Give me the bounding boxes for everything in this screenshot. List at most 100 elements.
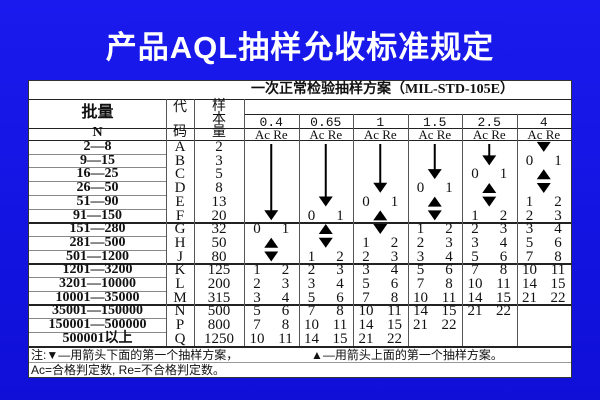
up-arrow-icon <box>427 196 442 207</box>
code-letter: K <box>174 262 186 279</box>
ac-value: 7 <box>525 248 534 265</box>
code-header: 码 <box>173 125 187 140</box>
ac-value: 10 <box>304 317 319 334</box>
note-down-arrow: 注:▼—用箭头下面的第一个抽样方案， <box>31 347 239 362</box>
re-value: 8 <box>499 262 508 279</box>
ac-value: 5 <box>525 234 534 251</box>
re-value: 3 <box>390 248 399 265</box>
down-arrow-icon <box>427 169 442 180</box>
ac-re-header: Ac Re <box>527 127 561 142</box>
re-value: 1 <box>281 221 290 238</box>
ac-value: 3 <box>525 221 534 238</box>
down-arrow-icon <box>536 182 551 193</box>
re-value: 8 <box>281 317 290 334</box>
ac-value: 2 <box>525 207 534 224</box>
lot-size: 151—280 <box>69 221 126 237</box>
column-divider <box>166 99 167 346</box>
sample-size-header: 样 <box>212 99 226 114</box>
code-letter: Q <box>174 330 186 347</box>
row-divider <box>29 235 166 237</box>
ac-value: 2 <box>362 248 370 265</box>
lot-size: 9—15 <box>80 152 115 168</box>
sample-size: 125 <box>207 262 231 279</box>
down-arrow-icon <box>318 237 333 248</box>
ac-value: 1 <box>362 234 370 251</box>
re-value: 8 <box>554 248 562 265</box>
ac-value: 10 <box>467 276 483 292</box>
down-arrow-icon <box>318 196 333 207</box>
re-value: 3 <box>336 262 344 279</box>
column-divider <box>516 114 518 346</box>
lot-size: 1201—3200 <box>62 262 133 278</box>
sample-size: 50 <box>211 234 227 251</box>
note-up-arrow: ▲—用箭头上面的第一个抽样方案。 <box>311 347 503 362</box>
code-letter: A <box>174 139 186 155</box>
sample-size: 315 <box>207 289 231 306</box>
ac-value: 14 <box>467 289 483 306</box>
sample-size: 32 <box>211 221 227 238</box>
divider <box>29 345 571 348</box>
ac-value: 21 <box>522 289 537 306</box>
re-value: 15 <box>441 303 457 320</box>
lot-size: 501—1200 <box>66 248 129 264</box>
ac-re-header: Ac Re <box>309 127 343 142</box>
re-value: 3 <box>445 234 453 251</box>
code-letter: H <box>174 234 186 251</box>
group-divider <box>29 304 571 307</box>
re-value: 3 <box>499 221 508 238</box>
re-value: 1 <box>336 207 344 224</box>
ac-value: 10 <box>522 262 537 279</box>
code-letter: C <box>174 166 185 183</box>
column-divider <box>353 114 354 346</box>
re-value: 3 <box>554 207 562 224</box>
code-letter: D <box>174 180 186 197</box>
row-divider <box>29 153 166 155</box>
ac-value: 2 <box>416 234 425 251</box>
arrow-layer <box>264 141 551 262</box>
ac-value: 0 <box>253 221 261 238</box>
sample-size: 500 <box>207 303 231 320</box>
code-letter: P <box>175 317 185 334</box>
down-arrow-icon <box>427 210 442 221</box>
sample-size-header: 本 <box>212 112 226 127</box>
lot-size: 3201—10000 <box>59 276 136 291</box>
row-divider <box>29 290 166 292</box>
ac-value: 1 <box>471 207 479 224</box>
ac-value: 0 <box>307 207 316 224</box>
re-value: 6 <box>390 276 399 292</box>
sample-size: 800 <box>207 317 231 334</box>
down-arrow-icon <box>482 196 497 207</box>
lot-size: 51—90 <box>76 193 119 209</box>
ac-value: 7 <box>416 276 425 292</box>
re-value: 4 <box>445 248 453 265</box>
re-value: 4 <box>281 289 290 306</box>
lot-size: 150001—500000 <box>48 317 147 333</box>
table-caption: 一次正常检验抽样方案（MIL-STD-105E） <box>251 82 514 97</box>
lot-size-header: 批量 <box>81 104 114 121</box>
re-value: 11 <box>441 289 457 306</box>
re-value: 15 <box>332 330 348 347</box>
ac-value: 1 <box>253 262 261 279</box>
row-divider <box>29 194 166 196</box>
ac-value: 1 <box>416 221 425 238</box>
ac-re-header: Ac Re <box>472 127 506 142</box>
column-divider <box>462 114 463 346</box>
re-value: 2 <box>445 221 453 238</box>
ac-value: 0 <box>471 166 479 183</box>
ac-re-header: Ac Re <box>363 127 397 142</box>
sample-size: 200 <box>207 276 231 292</box>
code-letter: G <box>174 221 186 238</box>
sample-size: 80 <box>211 248 227 265</box>
ac-value: 5 <box>416 262 425 279</box>
lot-size: 35001—150000 <box>52 303 143 319</box>
lot-size: 26—50 <box>76 180 119 196</box>
ac-value: 10 <box>413 289 428 306</box>
re-value: 22 <box>496 303 511 320</box>
sample-size: 20 <box>211 207 227 224</box>
aql-level-header: 1 <box>376 115 385 130</box>
ac-value: 5 <box>253 303 261 320</box>
column-divider <box>244 99 245 346</box>
ac-value: 14 <box>358 317 374 334</box>
re-value: 22 <box>387 330 402 347</box>
row-divider <box>29 331 166 333</box>
